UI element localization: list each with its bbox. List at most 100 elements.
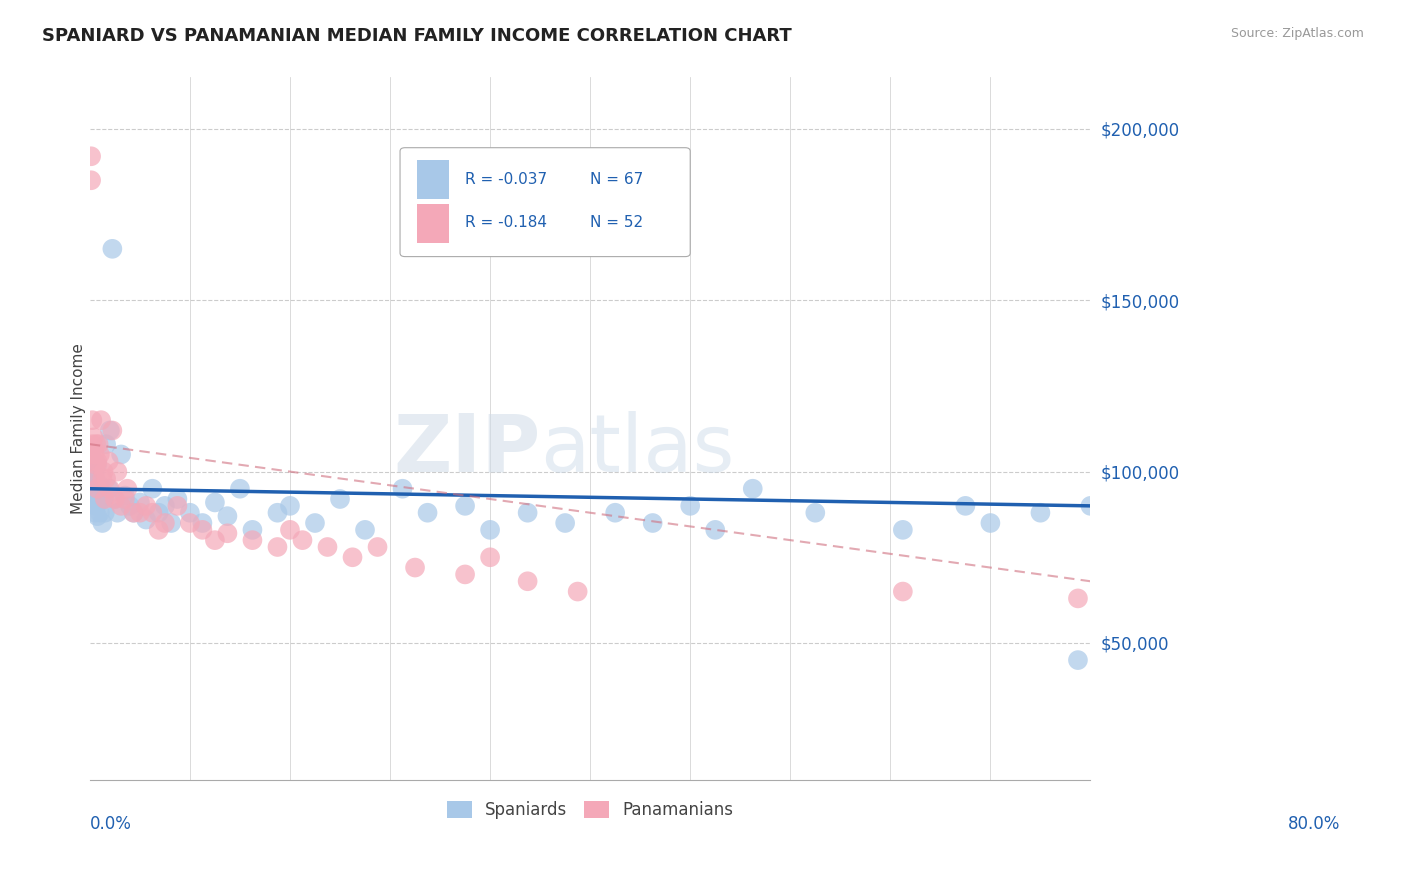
Point (148, 523, 170, 537)
FancyBboxPatch shape (401, 148, 690, 257)
Point (153, 499, 176, 513)
Point (242, 533, 264, 548)
Point (117, 482, 139, 496)
Point (128, 506, 150, 520)
Point (1067, 591, 1090, 606)
Point (87, 437, 110, 451)
Point (97, 454, 120, 468)
Point (217, 526, 239, 541)
Point (516, 506, 538, 520)
Point (84, 499, 107, 513)
Point (82, 465, 104, 479)
Point (104, 491, 127, 506)
Point (89, 506, 111, 520)
Point (83, 506, 105, 520)
Point (1029, 506, 1052, 520)
Point (217, 509, 239, 524)
Point (242, 523, 264, 537)
Point (80, 149, 103, 163)
FancyBboxPatch shape (418, 161, 449, 199)
Point (83, 489, 105, 503)
Text: N = 52: N = 52 (591, 215, 644, 230)
Point (148, 506, 170, 520)
Point (89, 447, 111, 461)
Point (141, 482, 163, 496)
Point (84, 482, 107, 496)
Point (204, 495, 226, 509)
Point (83, 491, 105, 506)
Point (90, 413, 112, 427)
Point (94, 437, 117, 451)
Point (91, 516, 114, 530)
Point (86, 454, 108, 468)
Point (93, 465, 115, 479)
Point (82, 482, 104, 496)
Point (83, 478, 105, 492)
Point (1067, 653, 1090, 667)
Text: atlas: atlas (540, 411, 734, 489)
FancyBboxPatch shape (418, 204, 449, 243)
Point (86, 458, 108, 472)
Point (98, 424, 121, 438)
Point (91, 471, 114, 485)
Point (204, 533, 226, 548)
Point (179, 506, 201, 520)
Point (166, 499, 188, 513)
Point (804, 506, 827, 520)
Point (367, 540, 389, 554)
Text: 0.0%: 0.0% (90, 815, 132, 833)
Point (191, 516, 214, 530)
Point (94, 491, 117, 506)
Point (110, 447, 132, 461)
Point (86, 509, 108, 524)
Point (86, 482, 108, 496)
Point (135, 512, 157, 526)
Y-axis label: Median Family Income: Median Family Income (72, 343, 86, 514)
Point (160, 516, 183, 530)
Text: Source: ZipAtlas.com: Source: ZipAtlas.com (1230, 27, 1364, 40)
Point (118, 499, 141, 513)
Point (679, 499, 702, 513)
Point (84, 437, 107, 451)
Point (89, 478, 111, 492)
Point (454, 567, 477, 582)
Point (94, 506, 117, 520)
Point (404, 560, 426, 574)
Point (955, 499, 977, 513)
Point (554, 516, 576, 530)
Text: R = -0.184: R = -0.184 (465, 215, 547, 230)
Point (741, 482, 763, 496)
Point (316, 540, 339, 554)
Point (479, 550, 502, 565)
Point (641, 516, 664, 530)
Point (87, 495, 110, 509)
Point (90, 485, 112, 500)
Text: 80.0%: 80.0% (1288, 815, 1341, 833)
Point (266, 506, 288, 520)
Point (80, 447, 103, 461)
Point (80, 173, 103, 187)
Point (1080, 499, 1102, 513)
Point (83, 430, 105, 444)
Point (179, 516, 201, 530)
Point (141, 506, 163, 520)
Legend: Spaniards, Panamanians: Spaniards, Panamanians (441, 797, 738, 824)
Point (329, 491, 352, 506)
Point (291, 533, 314, 548)
Point (704, 523, 727, 537)
Point (105, 506, 128, 520)
Point (83, 468, 105, 483)
Point (105, 465, 128, 479)
Text: ZIP: ZIP (392, 411, 540, 489)
Point (104, 491, 127, 506)
Point (82, 413, 104, 427)
Point (304, 516, 326, 530)
Point (416, 506, 439, 520)
Point (391, 482, 413, 496)
Point (83, 447, 105, 461)
Point (354, 523, 377, 537)
Point (122, 506, 145, 520)
Point (266, 540, 288, 554)
Point (93, 491, 115, 506)
Point (114, 491, 136, 506)
